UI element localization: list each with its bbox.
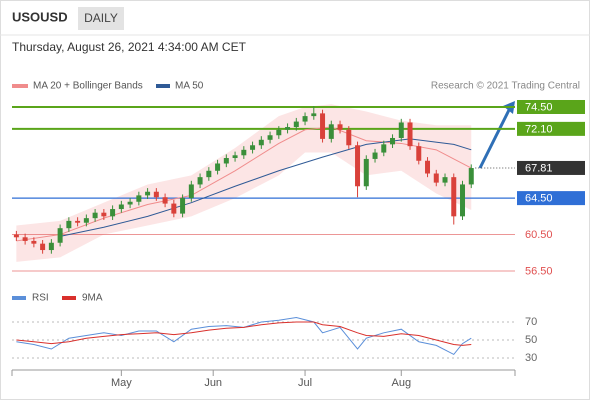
candle-body	[57, 228, 63, 243]
y-tick-label: 70	[525, 316, 537, 328]
candle-body	[153, 191, 159, 198]
candle-body	[110, 209, 116, 217]
timeframe-button[interactable]	[78, 7, 124, 30]
candle-body	[320, 113, 326, 139]
candle-body	[40, 243, 46, 251]
level-tag	[517, 121, 585, 136]
candle-body	[425, 160, 431, 174]
candle-body	[381, 144, 387, 153]
candle-body	[346, 129, 352, 146]
candle-body	[206, 170, 212, 178]
candle-body	[188, 184, 194, 199]
candle-body	[75, 220, 81, 223]
candle-body	[223, 158, 229, 164]
candle-body	[276, 129, 282, 136]
candle-body	[31, 240, 37, 244]
level-tag	[517, 99, 585, 114]
candle-body	[311, 113, 317, 117]
candle-body	[118, 204, 124, 210]
candle-body	[363, 158, 369, 187]
x-tick-label: May	[111, 377, 132, 389]
candle-body	[337, 124, 343, 130]
forecast-arrow	[478, 109, 511, 169]
candle-body	[390, 137, 396, 145]
x-tick-label: Jun	[204, 377, 222, 389]
copyright: Research © 2021 Trading Central	[431, 81, 580, 92]
candle-body	[127, 201, 133, 205]
candle-body	[22, 237, 28, 241]
legend-label: MA 20 + Bollinger Bands	[33, 81, 143, 92]
level-label: 74.50	[525, 101, 553, 113]
level-label: 72.10	[525, 123, 553, 135]
candle-body	[83, 218, 89, 223]
candle-body	[355, 145, 361, 187]
level-label: 67.81	[525, 162, 553, 174]
candle-body	[407, 122, 413, 147]
subtitle: Thursday, August 26, 2021 4:34:00 AM CET	[12, 40, 247, 54]
candle-body	[302, 116, 308, 122]
candle-body	[433, 173, 439, 183]
candle-body	[145, 191, 151, 196]
indicator-line	[16, 321, 472, 346]
candle-body	[66, 220, 72, 229]
level-label: 60.50	[525, 229, 553, 241]
y-tick-label: 50	[525, 334, 537, 346]
candle-body	[101, 212, 107, 217]
candle-body	[250, 145, 256, 150]
candle-body	[285, 127, 291, 130]
candle-body	[468, 168, 474, 185]
level-label: 64.50	[525, 193, 553, 205]
candle-body	[13, 234, 19, 238]
x-tick-label: Aug	[391, 377, 411, 389]
candle-body	[258, 139, 264, 146]
candle-body	[328, 124, 334, 139]
candle-body	[460, 184, 466, 217]
candle-body	[416, 146, 422, 161]
candle-body	[171, 203, 177, 214]
candle-body	[180, 198, 186, 214]
y-tick-label: 30	[525, 352, 537, 364]
legend-label: MA 50	[175, 81, 204, 92]
symbol: USOUSD	[12, 9, 68, 24]
ma-line	[60, 138, 472, 237]
candle-body	[162, 197, 168, 204]
legend-label: 9MA	[82, 293, 103, 304]
legend-label: RSI	[32, 293, 49, 304]
candle-body	[267, 135, 273, 140]
candle-body	[92, 212, 98, 219]
candle-body	[451, 177, 457, 217]
candle-body	[197, 177, 203, 185]
candle-body	[136, 195, 142, 202]
candle-body	[293, 121, 299, 128]
indicator-line	[16, 316, 472, 356]
level-label: 56.50	[525, 265, 553, 277]
candle-body	[398, 122, 404, 138]
level-tag	[517, 191, 585, 206]
x-tick-label: Jul	[298, 377, 312, 389]
candle-body	[48, 242, 54, 251]
candle-body	[241, 149, 247, 156]
level-tag	[517, 160, 585, 175]
candle-body	[442, 177, 448, 183]
candle-body	[372, 152, 378, 159]
candle-body	[215, 163, 221, 171]
candle-body	[232, 155, 238, 159]
timeframe[interactable]: DAILY	[84, 11, 118, 25]
